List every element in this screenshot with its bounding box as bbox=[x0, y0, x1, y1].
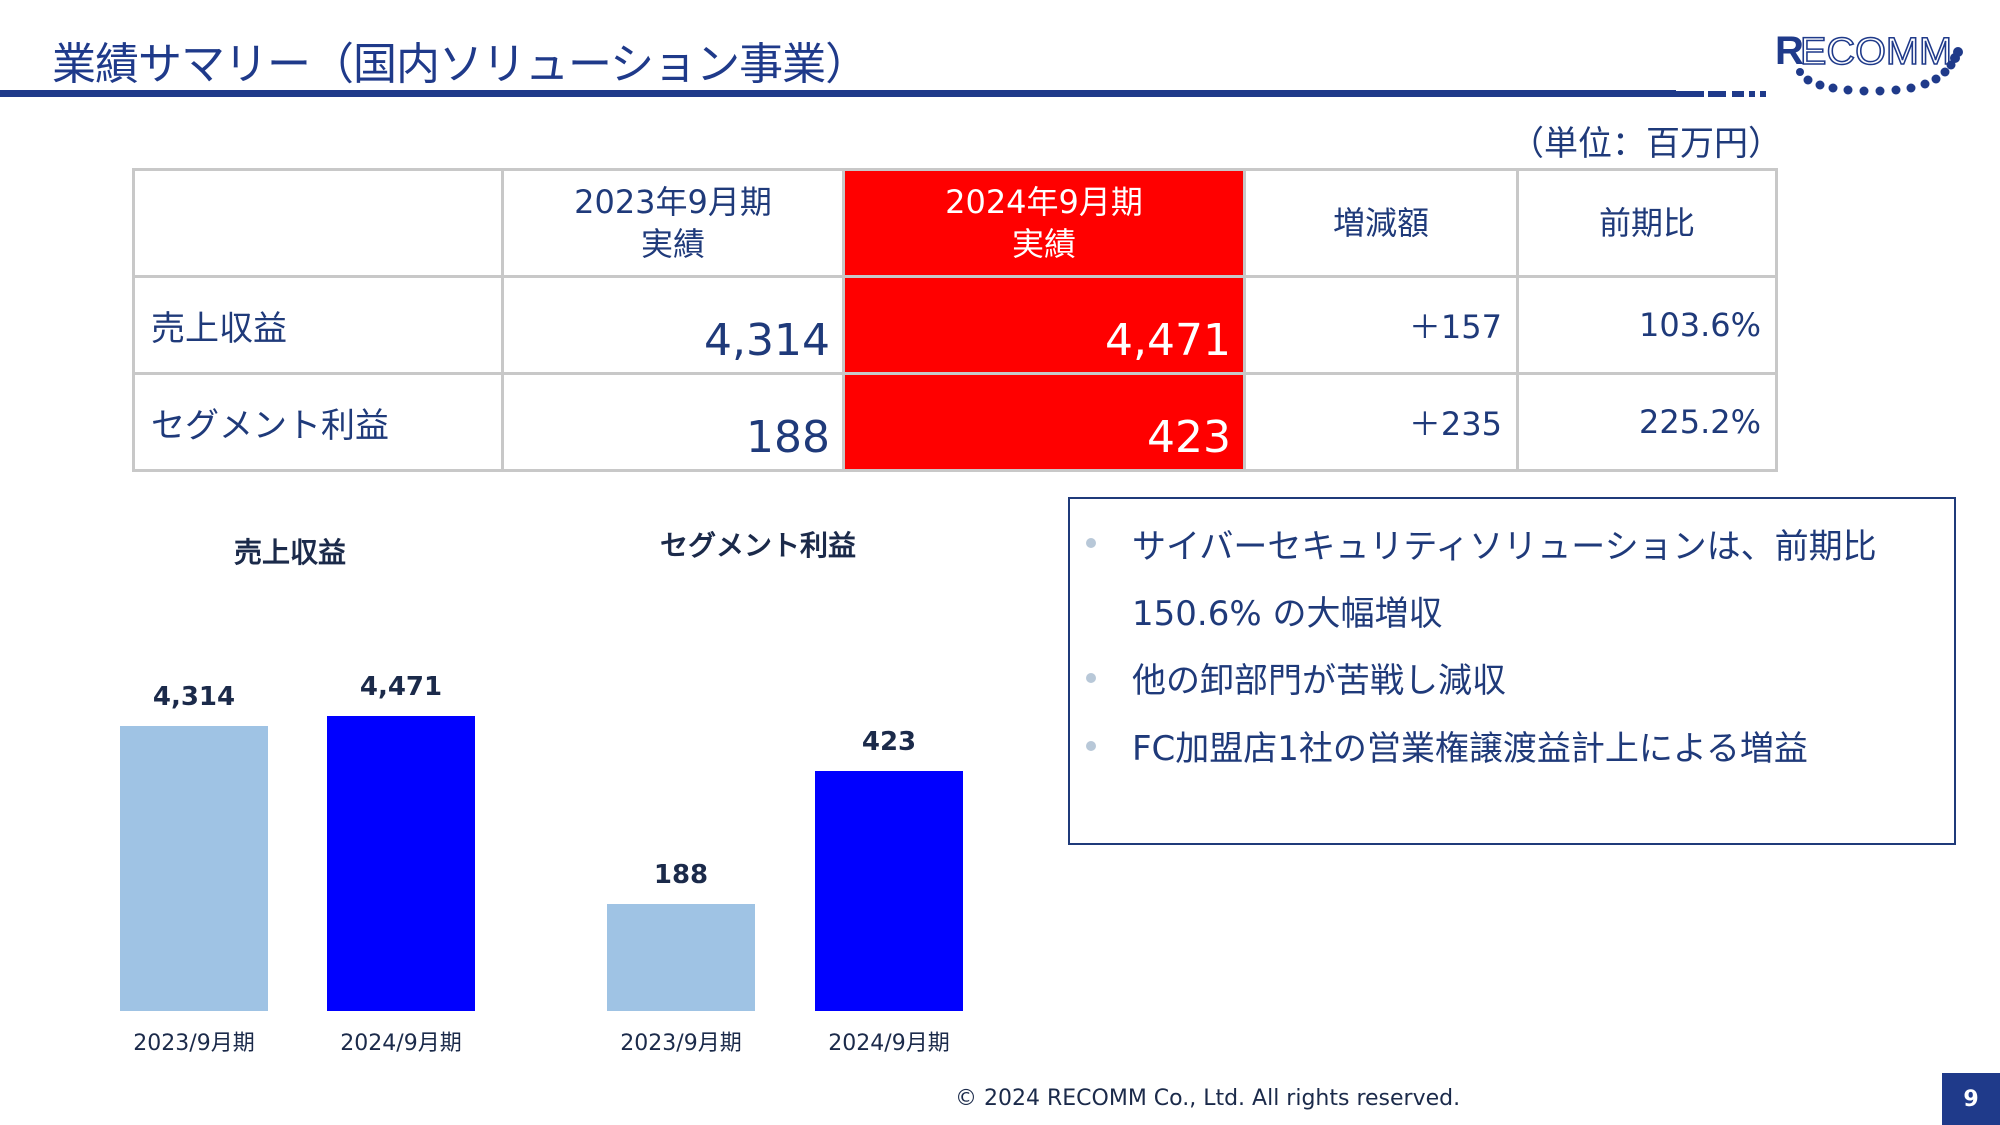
header-rule-dash bbox=[1732, 91, 1744, 97]
bar-data-label: 4,314 bbox=[152, 682, 236, 713]
cell-fy2024: 423 bbox=[842, 372, 1246, 472]
bar-data-label: 4,471 bbox=[359, 672, 443, 702]
unit-note: （単位：百万円） bbox=[1510, 124, 1782, 164]
recomm-logo: R ECOMM bbox=[1775, 29, 1963, 96]
x-tick-label: 2024/9月期 bbox=[340, 1031, 462, 1056]
cell-ratio: 103.6% bbox=[1516, 275, 1778, 375]
header-line: 2023年9月期 bbox=[574, 183, 772, 221]
x-tick-label: 2024/9月期 bbox=[828, 1031, 950, 1056]
chart-title: 売上収益 bbox=[234, 536, 347, 569]
header-cell-fy2024: 2024年9月期 実績 bbox=[842, 168, 1246, 278]
svg-text:ECOMM: ECOMM bbox=[1800, 31, 1952, 73]
bar-fy2023 bbox=[120, 726, 268, 1011]
page-number: 9 bbox=[1942, 1073, 2000, 1125]
bar-fy2024 bbox=[327, 716, 475, 1011]
segment-profit-chart: セグメント利益 188 2023/9月期 423 2024/9月期 bbox=[0, 0, 1040, 1070]
header-rule bbox=[0, 90, 1676, 97]
chart-title: セグメント利益 bbox=[660, 529, 857, 562]
summary-table: 2023年9月期 実績 2024年9月期 実績 増減額 前期比 売上収益 4,3… bbox=[132, 168, 1778, 472]
note-item: サイバーセキュリティソリューションは、前期比 bbox=[1132, 527, 1877, 567]
logo-dots bbox=[1796, 47, 1963, 96]
note-item: 他の卸部門が苦戦し減収 bbox=[1132, 661, 1506, 701]
header-rule-dash bbox=[1749, 91, 1755, 97]
page-title: 業績サマリー（国内ソリューション事業） bbox=[52, 39, 869, 90]
note-item-continued: 150.6% の大幅増収 bbox=[1132, 594, 1443, 634]
bar-fy2023 bbox=[607, 904, 755, 1011]
header-cell-change: 増減額 bbox=[1243, 168, 1519, 278]
header-line: 2024年9月期 bbox=[945, 183, 1143, 221]
header-cell-ratio: 前期比 bbox=[1516, 168, 1778, 278]
bullet-icon bbox=[1086, 741, 1096, 751]
header-line: 実績 bbox=[640, 225, 705, 263]
header-rule-dash bbox=[1708, 91, 1726, 97]
cell-ratio: 225.2% bbox=[1516, 372, 1778, 472]
bar-data-label: 423 bbox=[861, 727, 917, 757]
bullet-icon bbox=[1086, 673, 1096, 683]
table-row: セグメント利益 188 423 ＋235 225.2% bbox=[132, 372, 1778, 472]
cell-change: ＋157 bbox=[1243, 275, 1519, 375]
header-rule-dash bbox=[1676, 91, 1704, 97]
header-cell-empty bbox=[132, 168, 504, 278]
table-row: 売上収益 4,314 4,471 ＋157 103.6% bbox=[132, 275, 1778, 375]
header-cell-fy2023: 2023年9月期 実績 bbox=[501, 168, 845, 278]
cell-fy2023: 188 bbox=[501, 372, 845, 472]
row-label: 売上収益 bbox=[132, 275, 504, 375]
revenue-chart: 売上収益 4,314 2023/9月期 4,471 2024/9月期 bbox=[0, 0, 1040, 1070]
bar-data-label: 188 bbox=[653, 860, 709, 891]
copyright: © 2024 RECOMM Co., Ltd. All rights reser… bbox=[955, 1086, 1461, 1111]
cell-fy2024: 4,471 bbox=[842, 275, 1246, 375]
x-tick-label: 2023/9月期 bbox=[620, 1031, 742, 1056]
notes-box: サイバーセキュリティソリューションは、前期比 150.6% の大幅増収 他の卸部… bbox=[1068, 497, 1956, 845]
table-header-row: 2023年9月期 実績 2024年9月期 実績 増減額 前期比 bbox=[132, 168, 1778, 278]
header-line: 実績 bbox=[1011, 225, 1076, 263]
row-label: セグメント利益 bbox=[132, 372, 504, 472]
svg-text:R: R bbox=[1775, 29, 1804, 73]
cell-fy2023: 4,314 bbox=[501, 275, 845, 375]
x-tick-label: 2023/9月期 bbox=[133, 1031, 255, 1056]
note-item: FC加盟店1社の営業権譲渡益計上による増益 bbox=[1132, 729, 1808, 769]
header-rule-dash bbox=[1760, 91, 1766, 97]
bullet-icon bbox=[1086, 538, 1096, 548]
bar-fy2024 bbox=[815, 771, 963, 1011]
cell-change: ＋235 bbox=[1243, 372, 1519, 472]
